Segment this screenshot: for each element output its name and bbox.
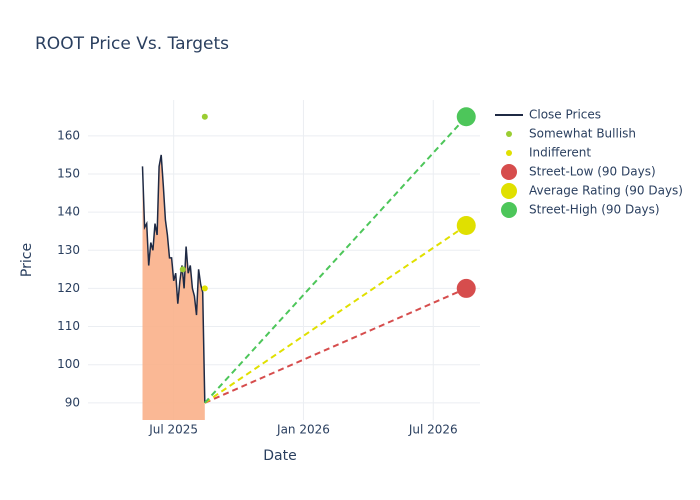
legend-label: Street-Low (90 Days) xyxy=(529,165,656,179)
target-marker xyxy=(456,215,476,235)
target-marker xyxy=(456,107,476,127)
legend-label: Somewhat Bullish xyxy=(529,127,636,141)
x-tick-label: Jan 2026 xyxy=(276,423,330,437)
legend-swatch xyxy=(501,202,517,218)
target-marker xyxy=(456,278,476,298)
y-tick-label: 140 xyxy=(57,205,80,219)
x-tick-label: Jul 2026 xyxy=(408,423,458,437)
target-line xyxy=(204,224,467,404)
legend-swatch xyxy=(506,150,512,156)
legend-label: Close Prices xyxy=(529,108,601,122)
chart-title: ROOT Price Vs. Targets xyxy=(35,34,229,54)
x-axis-title: Date xyxy=(263,448,296,464)
y-tick-label: 90 xyxy=(65,395,80,409)
y-tick-label: 110 xyxy=(57,319,80,333)
target-line xyxy=(204,116,467,404)
rating-point xyxy=(201,285,208,292)
y-tick-label: 130 xyxy=(57,243,80,257)
price-line xyxy=(141,154,206,403)
x-tick-label: Jul 2025 xyxy=(148,423,198,437)
y-tick-label: 100 xyxy=(57,357,80,371)
y-tick-label: 120 xyxy=(57,281,80,295)
legend-swatch xyxy=(501,164,517,180)
y-tick-label: 160 xyxy=(57,128,80,142)
legend-label: Indifferent xyxy=(529,146,591,160)
legend-label: Average Rating (90 Days) xyxy=(529,184,683,198)
legend-label: Street-High (90 Days) xyxy=(529,203,660,217)
target-line xyxy=(204,287,467,404)
y-axis-title: Price xyxy=(19,243,35,277)
legend-swatch xyxy=(506,131,512,137)
legend-swatch xyxy=(501,183,517,199)
rating-point xyxy=(179,266,186,273)
y-tick-label: 150 xyxy=(57,166,80,180)
rating-point xyxy=(201,113,208,120)
plot-area xyxy=(88,100,480,420)
